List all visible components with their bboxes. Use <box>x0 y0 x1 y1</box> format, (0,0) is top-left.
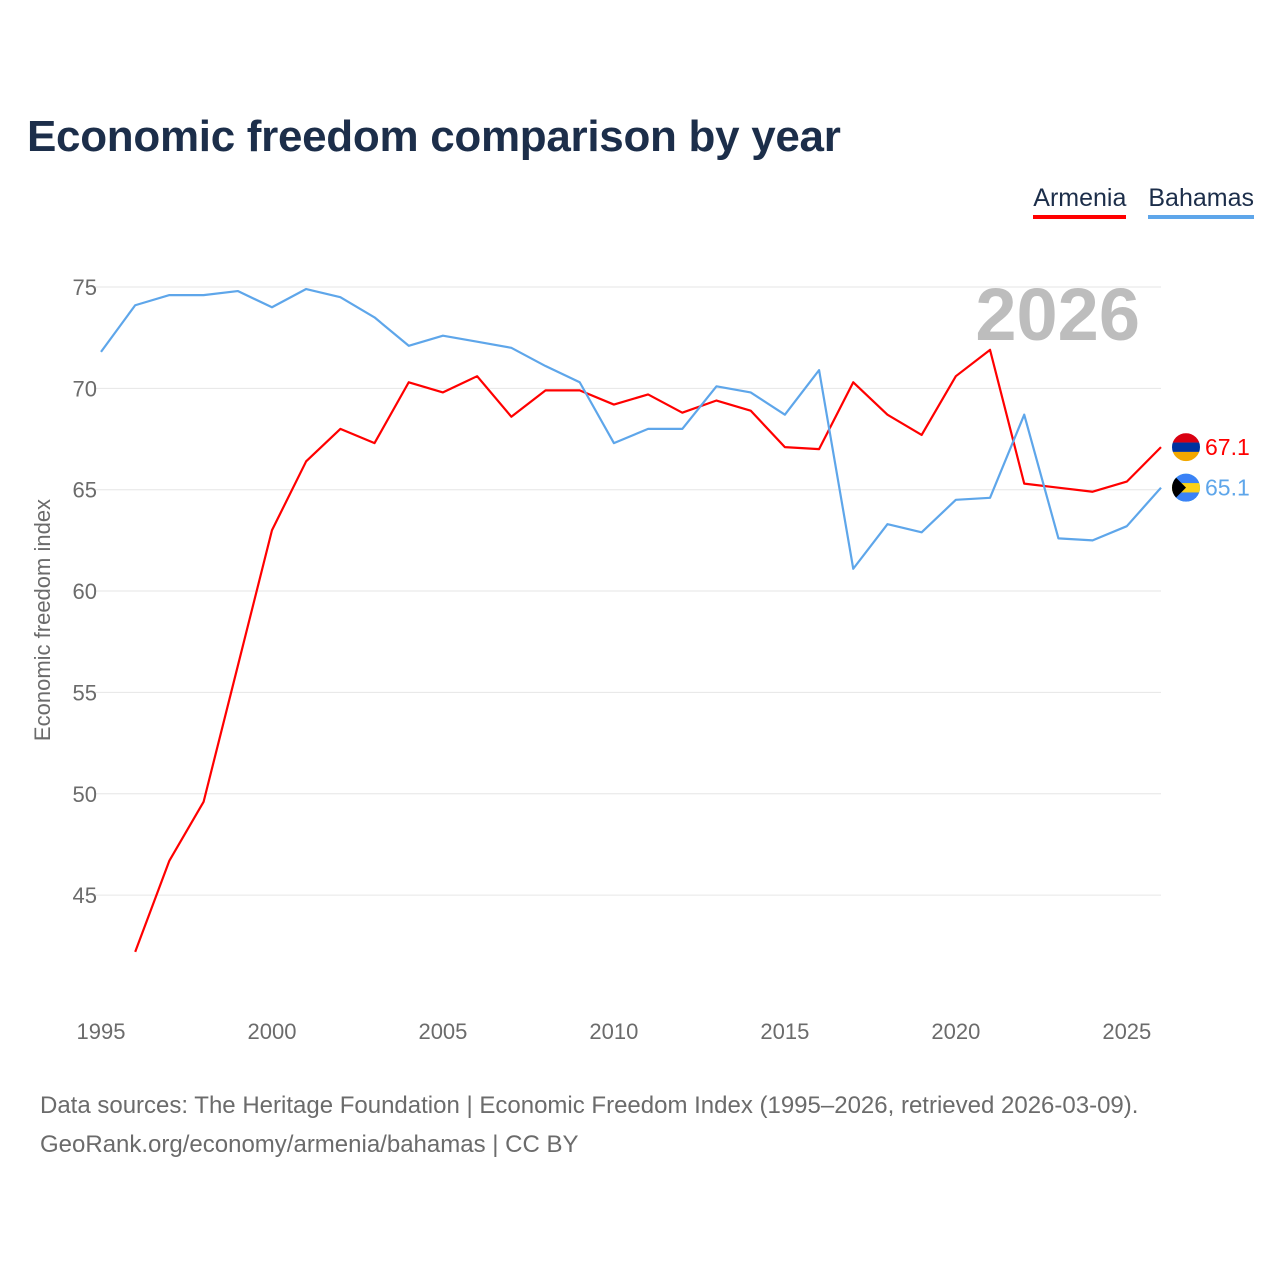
flag-stripe <box>1172 492 1200 502</box>
flag-icon-armenia <box>1172 433 1200 462</box>
chart-title: Economic freedom comparison by year <box>27 112 841 161</box>
legend-item-armenia[interactable]: Armenia <box>1033 184 1127 219</box>
y-tick-label: 55 <box>73 680 97 705</box>
x-tick-label: 2005 <box>418 1019 467 1044</box>
y-tick-label: 70 <box>73 376 97 401</box>
x-tick-label: 1995 <box>77 1019 126 1044</box>
year-watermark: 2026 <box>975 273 1140 356</box>
flag-stripe <box>1172 483 1200 493</box>
y-tick-label: 60 <box>73 579 97 604</box>
flag-fill <box>1172 473 1200 502</box>
source-note: Data sources: The Heritage Foundation | … <box>40 1092 1139 1119</box>
y-tick-label: 65 <box>73 478 97 503</box>
flag-stripe <box>1172 442 1200 452</box>
flag-stripe <box>1172 451 1200 462</box>
x-tick-label: 2015 <box>760 1019 809 1044</box>
y-axis-label: Economic freedom index <box>30 499 55 741</box>
x-tick-label: 2000 <box>247 1019 296 1044</box>
x-tick-label: 2025 <box>1102 1019 1151 1044</box>
legend-item-bahamas[interactable]: Bahamas <box>1148 184 1254 219</box>
series-line-bahamas <box>100 287 1162 570</box>
end-value-label: 67.1 <box>1205 434 1250 460</box>
footer: Data sources: The Heritage Foundation | … <box>40 1086 1138 1164</box>
series-line-armenia <box>134 348 1162 953</box>
x-tick-label: 2010 <box>589 1019 638 1044</box>
flag-icon-bahamas <box>1172 473 1200 502</box>
y-tick-label: 75 <box>73 275 97 300</box>
flag-fill <box>1172 433 1200 462</box>
flag-triangle <box>1172 473 1186 502</box>
y-tick-label: 50 <box>73 782 97 807</box>
legend: Armenia Bahamas <box>1033 184 1254 219</box>
flag-stripe <box>1172 433 1200 443</box>
flag-stripe <box>1172 473 1200 484</box>
end-value-label: 65.1 <box>1205 475 1250 501</box>
source-link[interactable]: GeoRank.org/economy/armenia/bahamas | CC… <box>40 1131 579 1158</box>
x-tick-label: 2020 <box>931 1019 980 1044</box>
y-tick-label: 45 <box>73 883 97 908</box>
